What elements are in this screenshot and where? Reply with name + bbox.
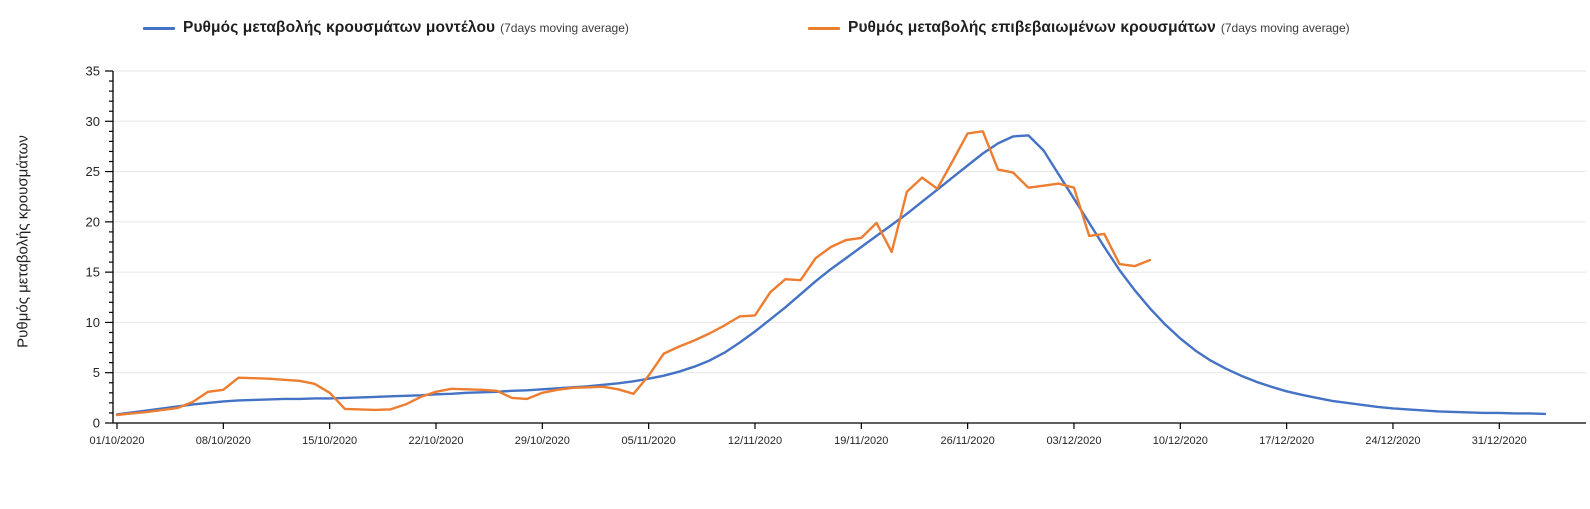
x-tick-label: 19/11/2020 xyxy=(834,435,888,447)
x-tick-label: 12/11/2020 xyxy=(728,435,782,447)
y-tick-label: 30 xyxy=(86,114,100,129)
x-tick-label: 08/10/2020 xyxy=(196,435,251,447)
model-series-line xyxy=(115,134,1547,416)
x-tick-label: 22/10/2020 xyxy=(408,435,463,447)
x-tick-label: 05/11/2020 xyxy=(622,435,676,447)
x-tick-label: 15/10/2020 xyxy=(302,435,357,447)
legend-item-model[interactable]: Ρυθμός μεταβολής κρουσμάτων μοντέλου (7d… xyxy=(143,14,629,42)
legend-suffix-confirmed: (7days moving average) xyxy=(1220,21,1350,35)
y-tick-label: 15 xyxy=(86,265,100,280)
y-tick-label: 10 xyxy=(86,315,100,330)
x-tick-label: 17/12/2020 xyxy=(1259,435,1314,447)
chart-legend: Ρυθμός μεταβολής κρουσμάτων μοντέλου (7d… xyxy=(0,14,1590,42)
confirmed-series-line xyxy=(115,130,1152,417)
legend-suffix-model: (7days moving average) xyxy=(500,21,629,35)
x-tick-label: 29/10/2020 xyxy=(515,435,570,447)
y-tick-label: 0 xyxy=(93,416,100,431)
x-tick-label: 01/10/2020 xyxy=(89,435,144,447)
y-tick-label: 25 xyxy=(86,164,100,179)
legend-item-confirmed[interactable]: Ρυθμός μεταβολής επιβεβαιωμένων κρουσμάτ… xyxy=(808,14,1350,42)
y-tick-label: 20 xyxy=(86,214,100,229)
y-tick-label: 35 xyxy=(86,64,100,79)
x-tick-label: 31/12/2020 xyxy=(1472,435,1527,447)
y-tick-label: 5 xyxy=(93,365,100,380)
legend-line-confirmed-swatch xyxy=(808,26,840,30)
legend-line-model-swatch xyxy=(143,26,175,30)
legend-label-confirmed: Ρυθμός μεταβολής επιβεβαιωμένων κρουσμάτ… xyxy=(848,19,1216,36)
x-tick-label: 24/12/2020 xyxy=(1365,435,1420,447)
x-tick-label: 03/12/2020 xyxy=(1046,435,1101,447)
x-tick-label: 10/12/2020 xyxy=(1153,435,1208,447)
legend-label-model: Ρυθμός μεταβολής κρουσμάτων μοντέλου xyxy=(183,19,496,36)
x-tick-label: 26/11/2020 xyxy=(941,435,995,447)
